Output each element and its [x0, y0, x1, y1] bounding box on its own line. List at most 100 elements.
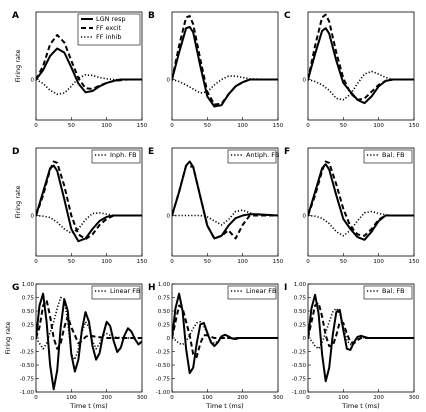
series-line-dashed [308, 301, 414, 348]
legend-box [227, 285, 277, 300]
series-line-solid [172, 292, 278, 375]
series-line-solid [308, 27, 414, 105]
x-tick-label: 0 [170, 259, 174, 265]
x-axis-label: Time t (ms) [205, 402, 243, 410]
x-tick-label: 100 [101, 259, 112, 265]
x-tick-label: 0 [34, 123, 38, 129]
x-tick-label: 0 [306, 123, 310, 129]
series-line-solid [172, 160, 278, 240]
series-line-dashed [36, 34, 142, 90]
y-tick-label: 0 [303, 336, 307, 342]
series-line-dashed [308, 160, 414, 237]
x-tick-label: 50 [340, 123, 347, 129]
y-axis-label: Firing rate [14, 185, 22, 218]
series-line-solid [308, 163, 414, 241]
y-tick-label: 0.25 [22, 323, 35, 329]
y-tick-label: 0 [31, 214, 35, 220]
y-tick-label: -0.75 [156, 377, 171, 383]
panel-D: D 0 50 100 150 0 Firing rate Inph. FB [12, 147, 148, 265]
legend-label: FF inhib [96, 33, 122, 41]
legend-label: LGN resp [96, 15, 126, 23]
series-line-solid [36, 292, 142, 391]
series-line-dashed [308, 13, 414, 101]
x-tick-label: 300 [409, 395, 420, 401]
series-line-dotted [308, 307, 414, 350]
legend-label: FF excit [96, 24, 122, 32]
y-tick-label: -0.25 [156, 350, 171, 356]
y-tick-label: 0 [167, 336, 171, 342]
x-tick-label: 150 [137, 123, 148, 129]
series-line-dotted [36, 296, 142, 361]
legend-label: Bal. FB [382, 151, 405, 159]
x-axis-label: Time t (ms) [341, 402, 379, 410]
x-tick-label: 100 [373, 123, 384, 129]
series-line-dashed [172, 164, 278, 240]
series-line-dotted [172, 209, 278, 226]
x-tick-label: 150 [409, 259, 420, 265]
x-tick-label: 300 [137, 395, 148, 401]
series-line-dotted [172, 321, 278, 346]
y-tick-label: 0.50 [22, 309, 35, 315]
x-tick-label: 100 [338, 395, 349, 401]
legend-box [91, 149, 141, 164]
panel-B: B 0 50 100 150 0 [148, 11, 284, 129]
x-tick-label: 150 [137, 259, 148, 265]
series-line-dashed [36, 299, 142, 350]
y-tick-label: -0.50 [20, 363, 35, 369]
series-line-solid [36, 47, 142, 94]
y-tick-label: 0.75 [158, 296, 171, 302]
plot-frame [171, 11, 279, 121]
panel-G: G 0 100 200 300 1.00 0.75 0.50 0.25 0 -0.25 -0.50 -0… [4, 282, 148, 410]
panel-C: C 0 50 100 150 0 [284, 11, 420, 129]
x-tick-label: 50 [204, 259, 211, 265]
x-tick-label: 150 [273, 123, 284, 129]
x-tick-label: 0 [34, 395, 38, 401]
panel-label: F [284, 147, 290, 157]
series-line-dotted [36, 212, 142, 234]
x-tick-label: 200 [237, 395, 248, 401]
plot-frame [35, 11, 143, 121]
x-tick-label: 0 [170, 395, 174, 401]
panel-label: H [148, 283, 156, 293]
x-tick-label: 100 [202, 395, 213, 401]
y-tick-label: -0.25 [20, 350, 35, 356]
y-tick-label: -0.50 [292, 363, 307, 369]
y-axis-label: Firing rate [4, 321, 12, 354]
y-tick-label: -0.50 [156, 363, 171, 369]
plot-frame [307, 11, 415, 121]
series-line-solid [172, 25, 278, 108]
panel-I: I 0 100 200 300 1.00 0.75 0.50 0.25 0 -0.25 -0.50 -0… [284, 282, 420, 410]
series-line-dotted [36, 74, 142, 96]
y-tick-label: 0.75 [294, 296, 307, 302]
y-tick-label: -1.00 [292, 390, 307, 396]
legend-box [363, 149, 413, 164]
legend-box [91, 285, 141, 300]
x-tick-label: 100 [237, 123, 248, 129]
y-tick-label: 0 [167, 214, 171, 220]
legend-label: Bal. FB [382, 287, 405, 295]
legend-label: Inph. FB [110, 151, 137, 159]
x-tick-label: 100 [66, 395, 77, 401]
x-tick-label: 100 [101, 123, 112, 129]
series-line-dashed [172, 304, 278, 358]
x-tick-label: 100 [373, 259, 384, 265]
x-axis-label: Time t (ms) [69, 402, 107, 410]
x-tick-label: 50 [68, 123, 75, 129]
panel-label: D [12, 147, 19, 157]
legend-label: Linear FB [246, 287, 276, 295]
y-tick-label: 0.50 [294, 309, 307, 315]
y-tick-label: 1.00 [294, 282, 307, 288]
y-tick-label: 0 [303, 78, 307, 84]
y-tick-label: -0.75 [20, 377, 35, 383]
y-tick-label: -1.00 [156, 390, 171, 396]
series-line-dotted [308, 70, 414, 101]
x-tick-label: 0 [306, 259, 310, 265]
x-tick-label: 150 [273, 259, 284, 265]
x-tick-label: 0 [306, 395, 310, 401]
panel-label: G [12, 283, 19, 293]
y-tick-label: -1.00 [20, 390, 35, 396]
legend-box [227, 149, 277, 164]
legend-label: Antiph. FB [246, 151, 280, 159]
